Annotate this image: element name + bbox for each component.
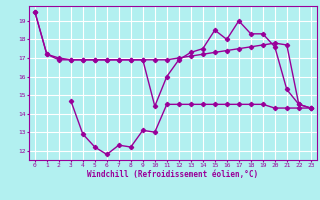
X-axis label: Windchill (Refroidissement éolien,°C): Windchill (Refroidissement éolien,°C) (87, 170, 258, 179)
